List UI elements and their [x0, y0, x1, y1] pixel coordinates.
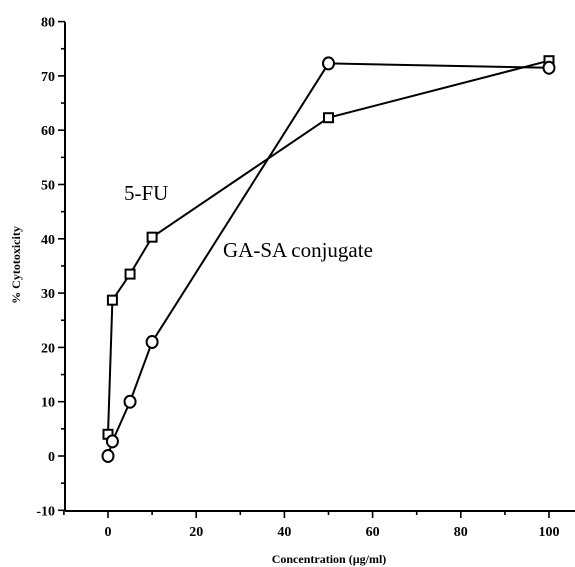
x-axis-title: Concentration (µg/ml)	[272, 552, 387, 566]
x-tick-label: 40	[277, 525, 291, 540]
data-point-ga-sa-conjugate	[101, 449, 115, 463]
data-point-5-fu	[146, 231, 158, 243]
x-tick-label: 80	[454, 525, 468, 540]
data-point-5-fu	[106, 294, 118, 306]
data-point-5-fu	[124, 268, 136, 280]
series-line-5-fu	[107, 59, 550, 435]
series	[101, 55, 556, 463]
x-tick-label: 0	[105, 525, 112, 540]
series-label-ga-sa-conjugate: GA-SA conjugate	[223, 238, 373, 262]
y-tick-label: 50	[41, 179, 55, 194]
y-tick-label: 10	[41, 396, 55, 411]
data-point-ga-sa-conjugate	[322, 56, 335, 71]
ticks: 0 20 40 60 80 100 -10 0 10 20 30 40 50 60 70 80	[36, 16, 559, 540]
y-tick-label: 70	[41, 70, 55, 85]
series-label-5fu: 5-FU	[124, 181, 168, 205]
y-tick-label: 30	[41, 287, 55, 302]
y-tick-label: -10	[36, 504, 55, 519]
axes	[64, 22, 575, 512]
x-tick-label: 100	[539, 525, 560, 540]
x-tick-label: 20	[189, 525, 203, 540]
y-tick-label: 20	[41, 341, 55, 356]
data-point-ga-sa-conjugate	[105, 434, 119, 449]
y-tick-label: 0	[48, 450, 55, 465]
x-tick-label: 60	[366, 525, 380, 540]
y-axis-title: % Cytotoxicity	[9, 226, 23, 304]
y-tick-label: 40	[41, 233, 55, 248]
data-point-ga-sa-conjugate	[145, 334, 159, 349]
data-point-ga-sa-conjugate	[123, 394, 137, 409]
data-point-5-fu	[323, 112, 334, 124]
y-tick-label: 60	[41, 124, 55, 139]
y-tick-label: 80	[41, 16, 55, 31]
data-point-ga-sa-conjugate	[542, 60, 556, 75]
